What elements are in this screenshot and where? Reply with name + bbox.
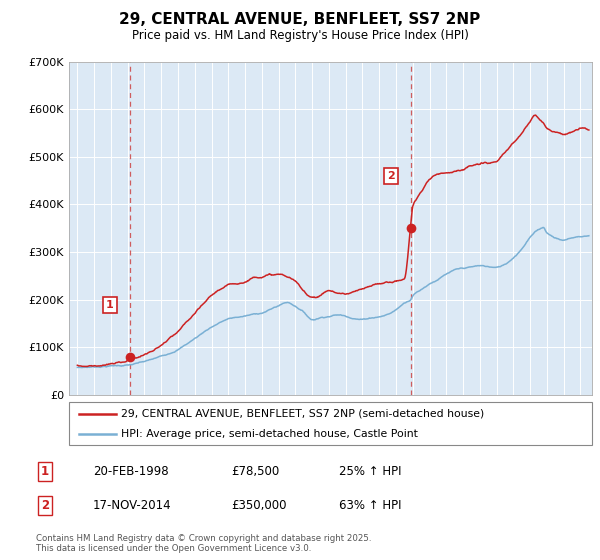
Text: 25% ↑ HPI: 25% ↑ HPI: [339, 465, 401, 478]
Text: 20-FEB-1998: 20-FEB-1998: [93, 465, 169, 478]
Text: 2: 2: [387, 171, 395, 181]
Text: £78,500: £78,500: [231, 465, 279, 478]
Text: 29, CENTRAL AVENUE, BENFLEET, SS7 2NP (semi-detached house): 29, CENTRAL AVENUE, BENFLEET, SS7 2NP (s…: [121, 409, 485, 419]
Text: £350,000: £350,000: [231, 498, 287, 512]
Text: 29, CENTRAL AVENUE, BENFLEET, SS7 2NP: 29, CENTRAL AVENUE, BENFLEET, SS7 2NP: [119, 12, 481, 27]
Text: HPI: Average price, semi-detached house, Castle Point: HPI: Average price, semi-detached house,…: [121, 430, 418, 439]
Text: Contains HM Land Registry data © Crown copyright and database right 2025.
This d: Contains HM Land Registry data © Crown c…: [36, 534, 371, 553]
Text: 63% ↑ HPI: 63% ↑ HPI: [339, 498, 401, 512]
FancyBboxPatch shape: [69, 402, 592, 445]
Text: 17-NOV-2014: 17-NOV-2014: [93, 498, 172, 512]
Text: Price paid vs. HM Land Registry's House Price Index (HPI): Price paid vs. HM Land Registry's House …: [131, 29, 469, 42]
Text: 1: 1: [106, 300, 113, 310]
Text: 2: 2: [41, 498, 49, 512]
Text: 1: 1: [41, 465, 49, 478]
